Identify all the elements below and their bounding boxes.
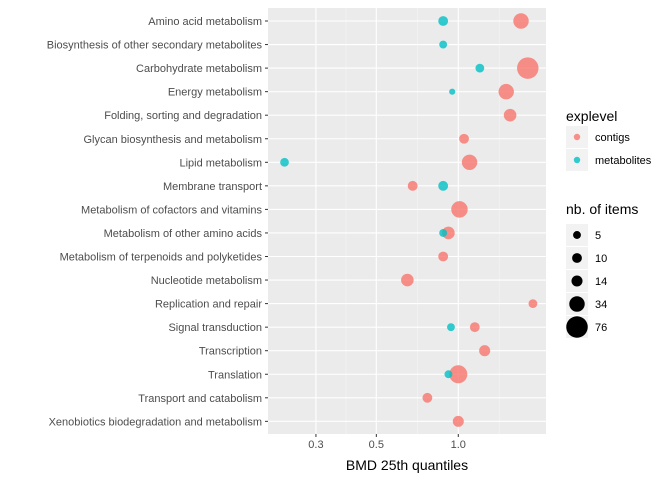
data-point-contigs [469, 322, 480, 333]
x-tick-label: 0.5 [369, 439, 384, 451]
data-point-contigs [517, 57, 539, 79]
x-axis-title: BMD 25th quantiles [346, 457, 468, 473]
y-tick-label: Transport and catabolism [138, 393, 262, 405]
y-tick-label: Biosynthesis of other secondary metaboli… [47, 40, 263, 52]
x-axis: 0.3 0.5 1.0 [308, 434, 466, 451]
size-legend: nb. of items 5 10 14 34 76 [566, 201, 638, 338]
data-point-metabolites [444, 370, 453, 379]
data-point-contigs [452, 415, 464, 427]
size-legend-label: 10 [595, 253, 607, 265]
size-legend-label: 14 [595, 276, 607, 288]
y-tick-label: Amino acid metabolism [148, 16, 262, 28]
data-point-contigs [451, 201, 468, 218]
y-tick-label: Metabolism of other amino acids [104, 228, 263, 240]
color-legend-label: metabolites [595, 155, 652, 167]
y-tick-label: Metabolism of cofactors and vitamins [81, 204, 262, 216]
size-legend-label: 5 [595, 230, 601, 242]
y-tick-label: Glycan biosynthesis and metabolism [83, 134, 262, 146]
data-points [280, 13, 539, 427]
data-point-contigs [459, 133, 469, 144]
minor-gridlines [345, 8, 500, 434]
x-tick-label: 1.0 [451, 439, 466, 451]
data-point-metabolites [475, 63, 485, 73]
data-point-contigs [528, 299, 538, 308]
data-point-metabolites [439, 40, 448, 49]
color-legend-title: explevel [566, 108, 617, 124]
size-legend-swatch [572, 253, 582, 263]
data-point-contigs [498, 83, 514, 100]
size-legend-swatch [566, 316, 588, 338]
y-axis: Amino acid metabolism Biosynthesis of oth… [47, 16, 268, 428]
y-tick-label: Folding, sorting and degradation [104, 110, 262, 122]
y-tick-label: Energy metabolism [168, 87, 262, 99]
data-point-contigs [401, 273, 414, 287]
y-tick-label: Transcription [199, 346, 262, 358]
data-point-contigs [461, 154, 478, 171]
color-legend-swatch [573, 156, 581, 164]
x-tick-label: 0.3 [308, 439, 323, 451]
size-legend-swatch [573, 231, 581, 239]
color-legend-label: contigs [595, 132, 630, 144]
data-point-metabolites [438, 180, 449, 191]
y-tick-label: Nucleotide metabolism [151, 275, 262, 287]
data-point-contigs [407, 180, 418, 191]
size-legend-label: 76 [595, 322, 607, 334]
color-legend: explevel contigs metabolites [566, 108, 652, 171]
y-tick-label: Xenobiotics biodegradation and metabolis… [49, 416, 262, 428]
data-point-contigs [513, 13, 529, 29]
y-tick-label: Lipid metabolism [179, 157, 262, 169]
color-legend-swatch [573, 133, 581, 141]
data-point-contigs [438, 251, 449, 262]
data-point-metabolites [439, 229, 448, 237]
data-point-metabolites [438, 16, 449, 26]
data-point-metabolites [280, 157, 289, 167]
size-legend-title: nb. of items [566, 201, 638, 217]
data-point-metabolites [449, 88, 456, 95]
y-tick-label: Signal transduction [168, 322, 262, 334]
y-tick-label: Membrane transport [163, 181, 262, 193]
data-point-contigs [479, 345, 491, 357]
y-tick-label: Translation [208, 369, 262, 381]
y-tick-label: Carbohydrate metabolism [136, 63, 262, 75]
size-legend-swatch [569, 296, 585, 312]
data-point-contigs [449, 365, 468, 384]
size-legend-swatch [571, 275, 583, 287]
data-point-contigs [503, 108, 517, 122]
y-tick-label: Metabolism of terpenoids and polyketides [60, 252, 263, 264]
data-point-metabolites [447, 323, 455, 332]
plot-panel [268, 8, 546, 434]
size-legend-label: 34 [595, 299, 607, 311]
data-point-contigs [422, 392, 433, 403]
y-tick-label: Replication and repair [155, 299, 262, 311]
